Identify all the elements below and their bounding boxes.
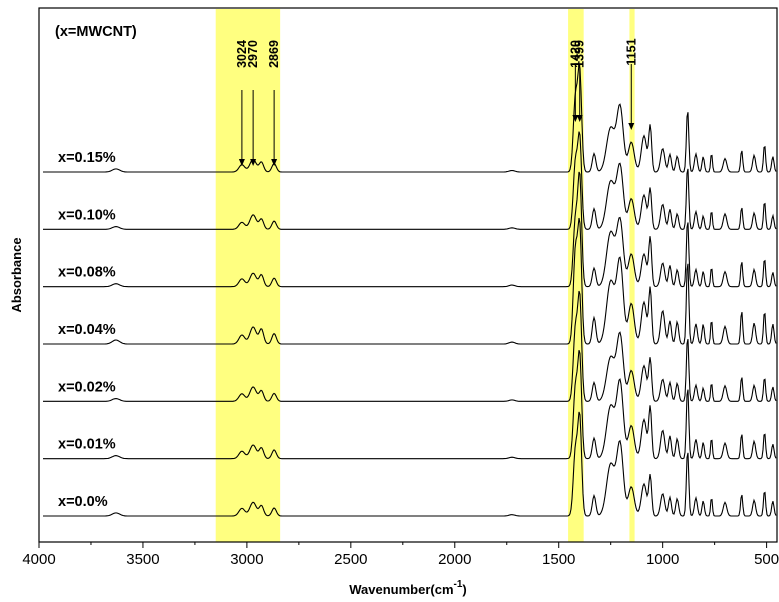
spectrum-line (43, 64, 777, 173)
spectrum-line (43, 290, 777, 402)
y-axis-title: Absorbance (9, 237, 24, 312)
peak-arrow-head (576, 115, 583, 122)
series-label: x=0.15% (58, 150, 116, 166)
x-tick-label: 2000 (438, 551, 471, 568)
highlight-band-2 (568, 9, 584, 542)
peak-label: 1151 (624, 38, 638, 65)
series-label: x=0.0% (58, 494, 108, 510)
series-labels: x=0.15% x=0.10% x=0.08% x=0.04% x=0.02% x=0.0… (58, 150, 116, 510)
peak-arrow-head (572, 115, 579, 122)
series-label: x=0.08% (58, 265, 116, 281)
highlight-band-1 (215, 9, 281, 542)
spectrum-line (43, 131, 777, 230)
peak-label: 1420 (568, 40, 582, 68)
spectrum-line (43, 411, 777, 517)
x-tick-label: 3500 (126, 551, 159, 568)
plot-frame (38, 7, 778, 543)
series-label: x=0.04% (58, 322, 116, 338)
series-label: x=0.10% (58, 207, 116, 223)
x-tick-label: 1000 (646, 551, 679, 568)
x-axis-ticks: 4000 3500 3000 2500 2000 1500 1000 500 (22, 542, 779, 568)
spectrum-line (43, 171, 777, 288)
peak-arrow-head (250, 159, 257, 166)
peak-arrow-head (628, 123, 635, 130)
spectrum-line (43, 217, 777, 345)
peak-label: 3024 (235, 40, 249, 68)
x-axis-title-main: Wavenumber(cm (349, 582, 453, 597)
x-axis-title: Wavenumber(cm-1) (349, 579, 467, 597)
spectrum-line (43, 350, 777, 460)
note-label: (x=MWCNT) (55, 24, 137, 40)
series-lines (43, 64, 777, 517)
peak-label: 2869 (267, 40, 281, 68)
x-axis-title-sup: -1 (454, 579, 463, 590)
x-tick-label: 500 (754, 551, 779, 568)
x-tick-label: 3000 (230, 551, 263, 568)
peak-label: 1399 (573, 40, 587, 68)
peak-arrow-head (271, 159, 278, 166)
highlight-band-3 (629, 9, 635, 542)
series-label: x=0.01% (58, 437, 116, 453)
series-label: x=0.02% (58, 379, 116, 395)
x-tick-label: 2500 (334, 551, 367, 568)
x-tick-label: 4000 (22, 551, 55, 568)
x-axis-title-end: ) (462, 582, 466, 597)
peak-label: 2970 (246, 40, 260, 68)
peak-arrow-head (238, 159, 245, 166)
x-tick-label: 1500 (542, 551, 575, 568)
